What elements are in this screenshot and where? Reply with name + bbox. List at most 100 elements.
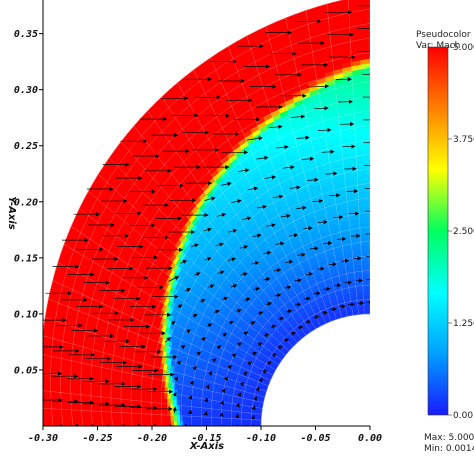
velocity-arrow bbox=[238, 168, 250, 173]
velocity-arrow bbox=[204, 257, 212, 261]
velocity-arrow bbox=[316, 266, 325, 271]
velocity-arrow bbox=[203, 227, 212, 232]
legend-max: Max: 5.000 bbox=[424, 433, 474, 443]
velocity-arrow bbox=[297, 325, 304, 330]
velocity-arrow bbox=[211, 358, 217, 363]
y-tick-label: 0.05 bbox=[14, 365, 38, 376]
velocity-arrow bbox=[227, 364, 233, 370]
velocity-arrow bbox=[170, 321, 176, 326]
velocity-arrow bbox=[264, 175, 276, 180]
velocity-arrow bbox=[252, 351, 257, 356]
legend-min: Min: 0.00142 bbox=[424, 444, 474, 454]
x-tick-label: -0.15 bbox=[191, 433, 221, 444]
velocity-arrow bbox=[297, 252, 306, 257]
velocity-arrow bbox=[321, 310, 328, 315]
velocity-arrow bbox=[303, 296, 311, 301]
velocity-arrow bbox=[323, 286, 331, 292]
velocity-arrow bbox=[275, 144, 289, 150]
velocity-arrow bbox=[247, 186, 259, 191]
velocity-arrow bbox=[274, 293, 282, 298]
velocity-arrow bbox=[303, 226, 313, 231]
y-tick-label: 0.30 bbox=[14, 85, 38, 96]
velocity-arrow bbox=[253, 287, 260, 292]
velocity-arrow bbox=[190, 243, 199, 248]
velocity-arrow bbox=[307, 177, 319, 182]
legend-title: Pseudocolor bbox=[416, 30, 471, 40]
velocity-arrow bbox=[312, 198, 324, 204]
velocity-arrow bbox=[204, 196, 216, 201]
velocity-arrow bbox=[257, 342, 263, 347]
velocity-arrow bbox=[265, 301, 272, 306]
velocity-arrow bbox=[317, 127, 332, 133]
velocity-arrow bbox=[256, 155, 269, 160]
velocity-arrow bbox=[207, 323, 213, 328]
legend-tick-label: 2.500 bbox=[453, 227, 474, 237]
velocity-arrow bbox=[231, 199, 242, 204]
velocity-arrow bbox=[203, 397, 208, 403]
velocity-arrow bbox=[266, 223, 276, 228]
velocity-arrow bbox=[272, 194, 284, 199]
legend-colorbar bbox=[427, 46, 449, 416]
velocity-arrow bbox=[263, 250, 272, 256]
y-tick-label: 0.15 bbox=[14, 253, 38, 264]
x-tick-label: -0.25 bbox=[82, 433, 112, 444]
velocity-arrow bbox=[205, 384, 210, 390]
velocity-arrow bbox=[192, 365, 197, 371]
y-tick-label: 0.25 bbox=[14, 141, 38, 152]
velocity-arrow bbox=[177, 304, 183, 309]
velocity-arrow bbox=[314, 106, 329, 111]
color-legend: Pseudocolor Var: Mach 5.000 3.750 2.500 1.2… bbox=[416, 30, 474, 454]
velocity-arrow bbox=[267, 361, 272, 366]
velocity-arrow bbox=[321, 149, 335, 154]
x-tick-label: -0.30 bbox=[28, 433, 58, 444]
velocity-arrow bbox=[307, 84, 330, 89]
velocity-arrow bbox=[325, 171, 338, 176]
velocity-arrow bbox=[294, 278, 302, 283]
velocity-arrow bbox=[291, 114, 306, 119]
velocity-arrow bbox=[269, 124, 283, 129]
velocity-arrow bbox=[217, 270, 225, 275]
velocity-arrow bbox=[250, 321, 256, 326]
velocity-arrow bbox=[296, 135, 310, 140]
velocity-arrow bbox=[290, 331, 297, 336]
velocity-arrow bbox=[251, 261, 260, 266]
velocity-arrow bbox=[278, 316, 284, 321]
velocity-arrow bbox=[313, 315, 320, 320]
velocity-arrow bbox=[253, 396, 258, 401]
velocity-arrow bbox=[289, 185, 301, 190]
velocity-arrow bbox=[235, 413, 240, 419]
velocity-arrow bbox=[313, 291, 321, 296]
velocity-arrow bbox=[255, 387, 260, 392]
x-tick-label: -0.20 bbox=[137, 433, 167, 444]
velocity-arrow bbox=[278, 345, 283, 350]
velocity-arrow bbox=[231, 353, 237, 358]
y-axis-label: Y-Axis bbox=[6, 196, 17, 230]
velocity-arrow bbox=[330, 307, 337, 312]
velocity-arrow bbox=[294, 302, 302, 307]
velocity-arrow bbox=[305, 319, 312, 325]
velocity-arrow bbox=[223, 376, 229, 382]
velocity-arrow bbox=[273, 268, 282, 273]
velocity-arrow bbox=[208, 371, 213, 376]
velocity-arrow bbox=[270, 324, 277, 329]
velocity-arrow bbox=[333, 283, 342, 288]
velocity-arrow bbox=[186, 329, 191, 334]
velocity-arrow bbox=[247, 361, 252, 366]
velocity-arrow bbox=[284, 285, 292, 290]
velocity-arrow bbox=[228, 228, 238, 234]
velocity-arrow bbox=[173, 376, 178, 382]
velocity-arrow bbox=[250, 414, 255, 420]
velocity-arrow bbox=[187, 409, 193, 415]
legend-tick-label: 0.001 bbox=[453, 411, 474, 421]
velocity-arrow bbox=[230, 284, 238, 289]
velocity-arrow bbox=[222, 332, 228, 337]
velocity-arrow bbox=[282, 165, 295, 170]
velocity-arrow bbox=[256, 204, 267, 210]
velocity-arrow bbox=[285, 259, 294, 265]
velocity-arrow bbox=[244, 297, 251, 302]
velocity-arrow bbox=[192, 313, 198, 318]
velocity-arrow bbox=[328, 262, 337, 267]
velocity-arrow bbox=[286, 309, 293, 314]
velocity-arrow bbox=[243, 331, 249, 336]
